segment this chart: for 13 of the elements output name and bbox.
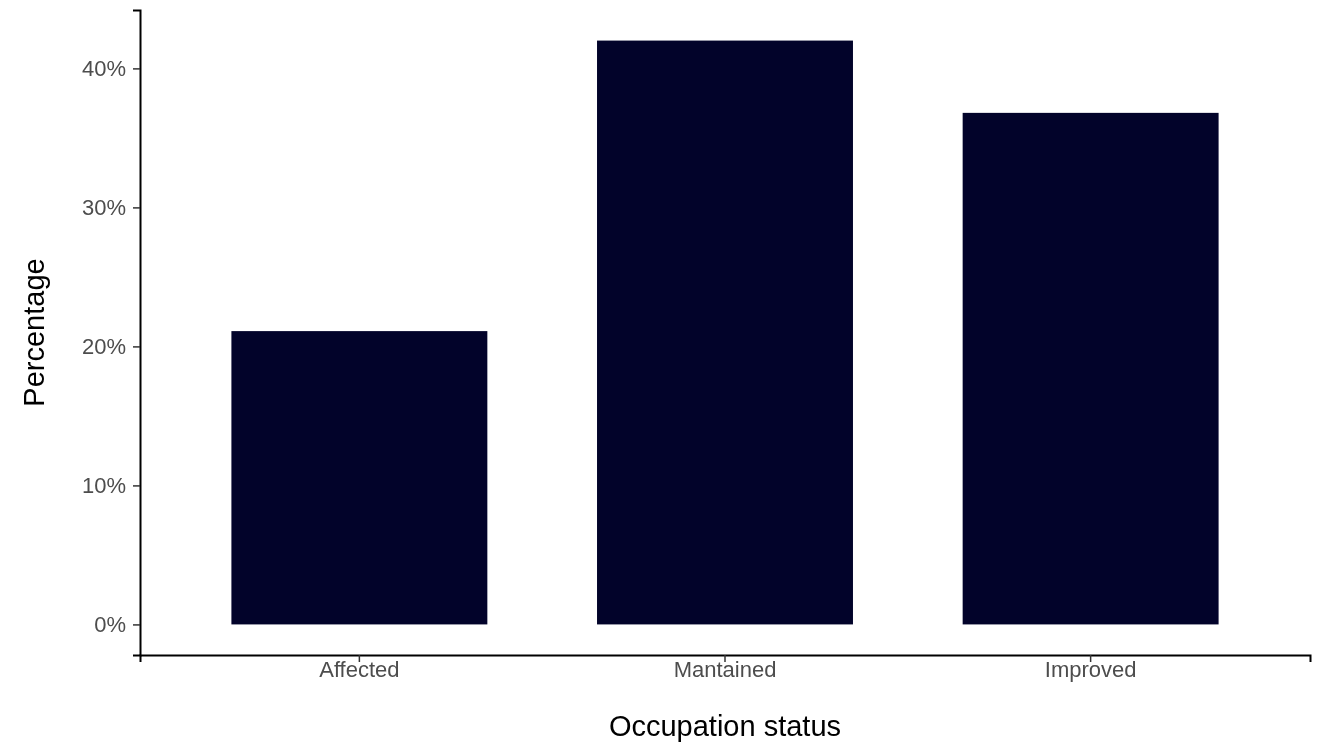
- y-tick-label: 40%: [81, 55, 126, 81]
- y-axis-title: Percentage: [18, 258, 50, 407]
- bar: [962, 112, 1219, 625]
- y-tick-label: 30%: [81, 194, 126, 220]
- bar: [231, 331, 488, 625]
- x-tick-label: Affected: [319, 657, 400, 682]
- y-tick-label: 0%: [94, 611, 126, 637]
- x-tick-label: Mantained: [673, 657, 777, 682]
- bar: [597, 40, 853, 625]
- y-tick-label: 10%: [81, 472, 126, 498]
- y-tick-label: 20%: [81, 333, 126, 359]
- x-axis-title: Occupation status: [608, 710, 842, 742]
- x-tick-label: Improved: [1044, 657, 1137, 682]
